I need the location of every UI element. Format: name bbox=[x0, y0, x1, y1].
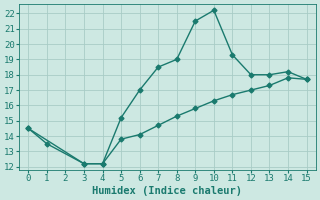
X-axis label: Humidex (Indice chaleur): Humidex (Indice chaleur) bbox=[92, 186, 243, 196]
